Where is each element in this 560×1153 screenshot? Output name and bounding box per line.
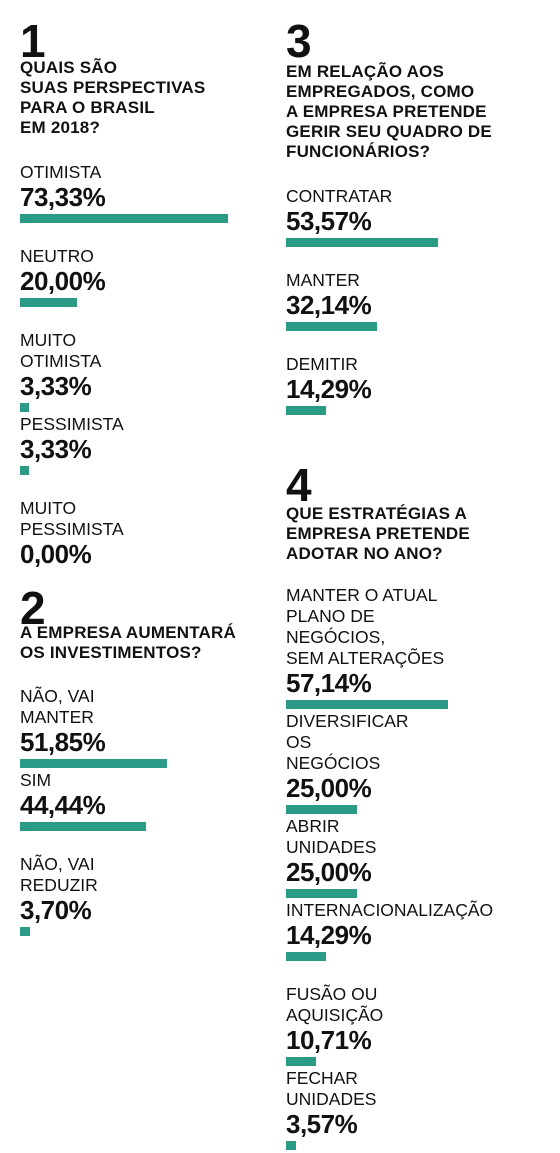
answer-label: PESSIMISTA (20, 414, 124, 434)
answer-value: 3,57% (286, 1109, 358, 1139)
answer-value: 25,00% (286, 773, 372, 803)
question-title: EM RELAÇÃO AOS EMPREGADOS, COMO A EMPRES… (286, 62, 492, 161)
answer-value: 57,14% (286, 668, 372, 698)
answer-item: MANTER 32,14% (286, 270, 377, 331)
answer-item: PESSIMISTA 3,33% (20, 414, 124, 475)
answer-item: MANTER O ATUAL PLANO DE NEGÓCIOS, SEM AL… (286, 585, 448, 709)
answer-label: MUITO OTIMISTA (20, 330, 102, 371)
answer-value: 53,57% (286, 206, 372, 236)
answer-label: INTERNACIONALIZAÇÃO (286, 900, 494, 920)
answer-value: 25,00% (286, 857, 372, 887)
answer-value: 73,33% (20, 182, 106, 212)
answer-value: 10,71% (286, 1025, 372, 1055)
answer-item: NÃO, VAI MANTER 51,85% (20, 686, 167, 768)
answer-bar (286, 1057, 317, 1066)
answer-label: OTIMISTA (20, 162, 102, 182)
answer-value: 0,00% (20, 539, 92, 569)
answer-label: FECHAR UNIDADES (286, 1068, 377, 1109)
answer-label: MANTER (286, 270, 360, 290)
answer-item: INTERNACIONALIZAÇÃO 14,29% (286, 900, 493, 961)
answer-label: DEMITIR (286, 354, 358, 374)
answer-label: NÃO, VAI MANTER (20, 686, 95, 727)
answer-value: 3,33% (20, 371, 92, 401)
answer-label: MUITO PESSIMISTA (20, 498, 124, 539)
answer-bar (20, 822, 146, 831)
answer-label: MANTER O ATUAL PLANO DE NEGÓCIOS, SEM AL… (286, 585, 445, 668)
answer-label: FUSÃO OU AQUISIÇÃO (286, 984, 384, 1025)
answer-item: FUSÃO OU AQUISIÇÃO 10,71% (286, 984, 383, 1066)
answer-bar (286, 238, 438, 247)
question-number: 2 (20, 582, 46, 634)
answer-item: NEUTRO 20,00% (20, 246, 106, 307)
answer-value: 51,85% (20, 727, 106, 757)
answer-item: MUITO OTIMISTA 3,33% (20, 330, 101, 412)
answer-bar (286, 406, 327, 415)
answer-bar (20, 927, 31, 936)
answer-item: ABRIR UNIDADES 25,00% (286, 816, 376, 898)
answer-value: 14,29% (286, 920, 372, 950)
answer-item: DEMITIR 14,29% (286, 354, 372, 415)
answer-bar (286, 805, 357, 814)
question-number: 4 (286, 459, 312, 511)
answer-bar (20, 298, 77, 307)
answer-label: NEUTRO (20, 246, 94, 266)
question-number: 3 (286, 15, 312, 67)
answer-bar (20, 214, 228, 223)
answer-value: 14,29% (286, 374, 372, 404)
answer-bar (286, 1141, 297, 1150)
question-title: QUAIS SÃO SUAS PERSPECTIVAS PARA O BRASI… (20, 58, 206, 137)
answer-label: DIVERSIFICAR OS NEGÓCIOS (286, 711, 409, 773)
answer-bar (286, 952, 327, 961)
answer-item: OTIMISTA 73,33% (20, 162, 228, 223)
answer-value: 3,33% (20, 434, 92, 464)
question-number: 1 (20, 15, 46, 67)
answer-label: SIM (20, 770, 52, 790)
question-title: A EMPRESA AUMENTARÁ OS INVESTIMENTOS? (20, 623, 236, 662)
answer-label: CONTRATAR (286, 186, 393, 206)
answer-item: MUITO PESSIMISTA 0,00% (20, 498, 124, 568)
question-title: QUE ESTRATÉGIAS A EMPRESA PRETENDE ADOTA… (286, 504, 470, 563)
answer-item: NÃO, VAI REDUZIR 3,70% (20, 854, 98, 936)
answer-item: DIVERSIFICAR OS NEGÓCIOS 25,00% (286, 711, 409, 814)
answer-item: FECHAR UNIDADES 3,57% (286, 1068, 376, 1150)
answer-bar (20, 759, 167, 768)
answer-bar (20, 466, 30, 475)
answer-bar (286, 889, 357, 898)
answer-value: 20,00% (20, 266, 106, 296)
answer-label: ABRIR UNIDADES (286, 816, 377, 857)
answer-bar (20, 403, 30, 412)
answer-value: 32,14% (286, 290, 372, 320)
answer-label: NÃO, VAI REDUZIR (20, 854, 98, 895)
answer-value: 44,44% (20, 790, 106, 820)
answer-bar (286, 322, 377, 331)
answer-value: 3,70% (20, 895, 92, 925)
answer-bar (286, 700, 448, 709)
answer-item: SIM 44,44% (20, 770, 146, 831)
answer-item: CONTRATAR 53,57% (286, 186, 438, 247)
